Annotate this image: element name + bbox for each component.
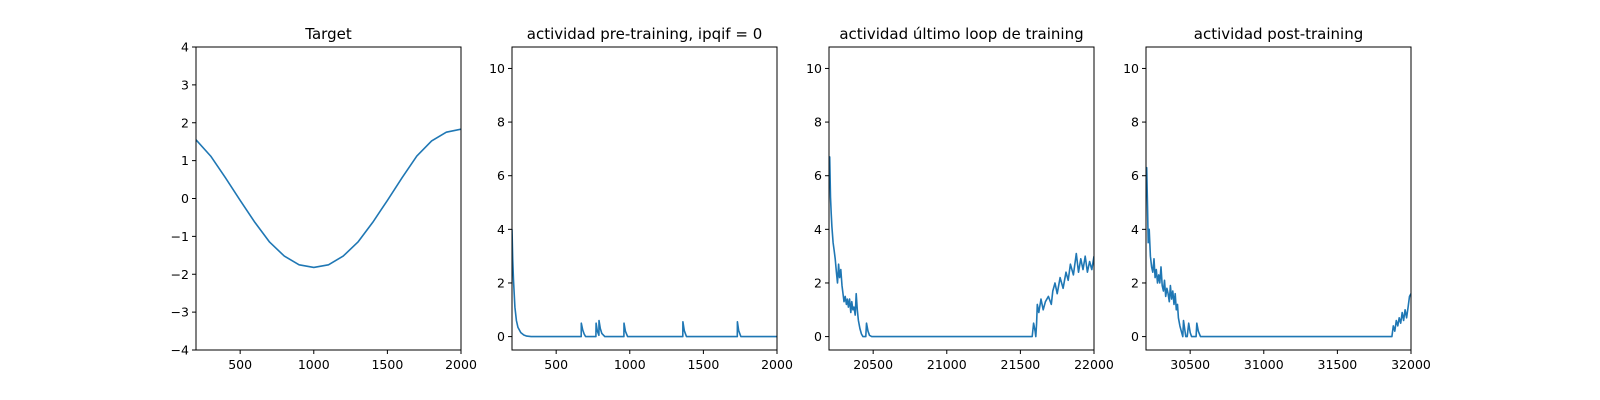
x-tick-label: 500 — [544, 357, 568, 372]
axes-frame — [828, 46, 1095, 351]
y-tick-label: 2 — [181, 115, 189, 130]
y-tick-label: 6 — [1131, 168, 1139, 183]
y-tick-label: 0 — [497, 329, 505, 344]
x-tick-label: 1500 — [687, 357, 719, 372]
x-tick-label: 1000 — [298, 357, 330, 372]
subplot-3: actividad último loop de training 20500 2… — [806, 25, 1114, 372]
y-tick-label: 4 — [497, 222, 505, 237]
y-tick-label: −4 — [171, 343, 189, 358]
x-tick-label: 21500 — [1001, 357, 1041, 372]
axes-frame — [195, 46, 462, 351]
y-tick-label: 2 — [497, 275, 505, 290]
x-tick-label: 1000 — [614, 357, 646, 372]
subplot-2: actividad pre-training, ipqif = 0 500 100… — [489, 25, 793, 372]
y-tick-label: 10 — [489, 61, 505, 76]
y-tick-label: 10 — [806, 61, 822, 76]
y-tick-label: 1 — [181, 153, 189, 168]
x-tick-label: 2000 — [445, 357, 477, 372]
y-tick-label: 0 — [181, 191, 189, 206]
x-tick-label: 32000 — [1391, 357, 1431, 372]
series-line — [512, 229, 777, 338]
x-tick-label: 1500 — [371, 357, 403, 372]
y-tick-label: −2 — [171, 267, 189, 282]
y-tick-label: 0 — [814, 329, 822, 344]
x-tick-label: 22000 — [1074, 357, 1114, 372]
subplot-1: Target 500 1000 1500 2000 −4 −3 −2 −1 0 1 2 3 4 — [171, 25, 477, 372]
x-tick-label: 20500 — [853, 357, 893, 372]
y-tick-label: −1 — [171, 229, 189, 244]
x-tick-label: 2000 — [761, 357, 793, 372]
x-tick-label: 31500 — [1318, 357, 1358, 372]
y-tick-label: 4 — [814, 222, 822, 237]
y-tick-label: −3 — [171, 305, 189, 320]
x-tick-label: 21000 — [927, 357, 967, 372]
subplot-title: Target — [304, 25, 352, 43]
y-tick-label: 10 — [1123, 61, 1139, 76]
y-tick-label: 6 — [814, 168, 822, 183]
y-tick-label: 3 — [181, 77, 189, 92]
x-tick-label: 500 — [228, 357, 252, 372]
y-tick-label: 2 — [1131, 275, 1139, 290]
series-line — [196, 128, 461, 269]
y-tick-label: 8 — [1131, 115, 1139, 130]
y-tick-label: 0 — [1131, 329, 1139, 344]
series-line — [829, 156, 1094, 338]
x-tick-label: 30500 — [1170, 357, 1210, 372]
y-tick-label: 8 — [814, 115, 822, 130]
subplot-title: actividad último loop de training — [839, 25, 1083, 43]
subplot-4: actividad post-training 30500 31000 31500 3… — [1123, 25, 1431, 372]
axes-frame — [511, 46, 778, 351]
series-line — [1146, 166, 1411, 338]
y-tick-label: 8 — [497, 115, 505, 130]
y-tick-label: 4 — [1131, 222, 1139, 237]
subplot-title: actividad pre-training, ipqif = 0 — [527, 25, 763, 43]
subplot-title: actividad post-training — [1194, 25, 1363, 43]
y-tick-label: 2 — [814, 275, 822, 290]
x-tick-label: 31000 — [1244, 357, 1284, 372]
axes-frame — [1145, 46, 1412, 351]
y-tick-label: 4 — [181, 40, 189, 55]
y-tick-label: 6 — [497, 168, 505, 183]
